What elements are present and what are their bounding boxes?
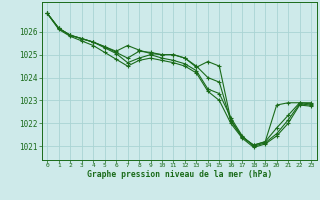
X-axis label: Graphe pression niveau de la mer (hPa): Graphe pression niveau de la mer (hPa) <box>87 170 272 179</box>
